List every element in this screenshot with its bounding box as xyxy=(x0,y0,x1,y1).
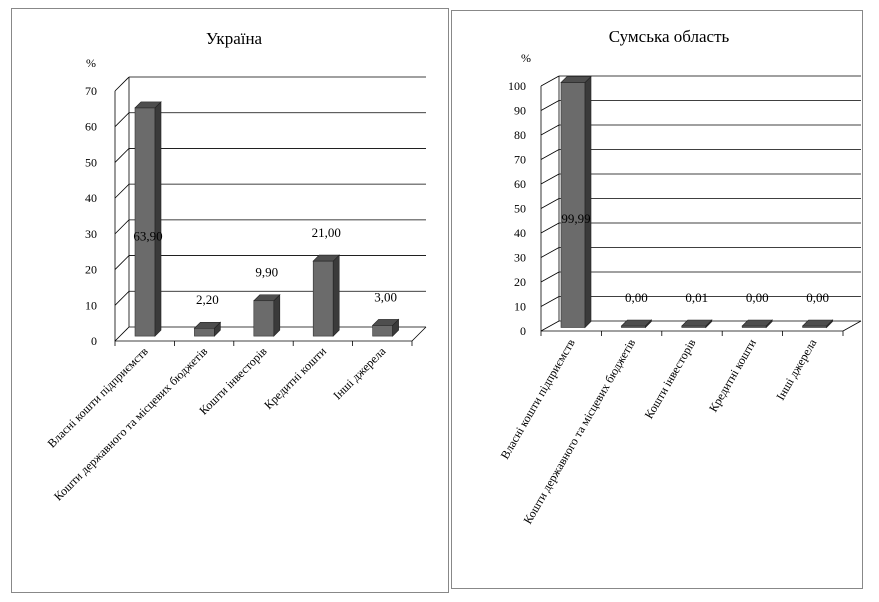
gridline-side xyxy=(540,173,560,185)
category-label: Кошти державного та місцевих бюджетів xyxy=(520,336,638,526)
data-label: 0,00 xyxy=(746,290,769,305)
gridline-side xyxy=(114,76,130,92)
y-tick-label: 70 xyxy=(514,153,526,167)
y-tick-label: 30 xyxy=(514,251,526,265)
data-label: 99,99 xyxy=(561,211,590,226)
bar-side xyxy=(332,254,340,337)
data-label: 0,00 xyxy=(806,290,829,305)
gridline-side xyxy=(540,296,560,307)
category-label: Кредитні кошти xyxy=(261,344,329,412)
bar-front xyxy=(312,260,334,337)
y-tick-label: 40 xyxy=(514,226,526,240)
y-tick-label: 20 xyxy=(85,263,97,277)
bar-top xyxy=(371,319,400,326)
category-label: Кошти інвесторів xyxy=(642,336,699,421)
y-tick-label: 10 xyxy=(85,298,97,312)
bar-front xyxy=(253,300,275,337)
category-label: Інші джерела xyxy=(773,336,820,403)
gridline-side xyxy=(114,112,130,127)
data-label: 63,90 xyxy=(133,229,162,244)
bar-side xyxy=(584,75,592,329)
gridline-side xyxy=(540,100,560,111)
bar-top xyxy=(560,76,592,83)
category-label: Інші джерела xyxy=(330,344,389,403)
y-tick-label: 60 xyxy=(85,120,97,134)
gridline-side xyxy=(540,320,560,332)
chart-ukraine: Україна % 0 10 20 30 40 50 60 70 63,90 Власні кош… xyxy=(45,29,427,503)
gridline-side xyxy=(540,198,560,209)
panel-ukraine-frame xyxy=(11,8,449,593)
gridline-side xyxy=(540,222,560,234)
bar-front xyxy=(560,82,586,328)
bar-front xyxy=(372,325,393,337)
data-label: 21,00 xyxy=(312,225,341,240)
bar-top xyxy=(741,319,773,327)
bar-front xyxy=(194,327,215,337)
gridline-side xyxy=(114,219,130,235)
bar-top xyxy=(134,101,162,109)
y-axis-unit-label: % xyxy=(521,51,531,65)
y-tick-label: 90 xyxy=(514,104,526,118)
bar-top xyxy=(312,254,340,262)
y-tick-label: 20 xyxy=(514,275,526,289)
gridline-side xyxy=(114,326,130,342)
floor-side-edge xyxy=(411,326,427,342)
y-axis-unit-label: % xyxy=(86,56,96,70)
gridline-side xyxy=(114,255,130,270)
data-label: 0,01 xyxy=(685,290,708,305)
y-tick-label: 0 xyxy=(91,334,97,348)
chart-title: Україна xyxy=(206,29,263,48)
y-tick-label: 80 xyxy=(514,128,526,142)
panel-sumy-frame xyxy=(451,10,863,589)
gridline-side xyxy=(540,75,560,87)
gridline-side xyxy=(114,291,130,306)
gridline-side xyxy=(540,271,560,283)
bar-top xyxy=(193,321,222,329)
bar-side xyxy=(154,101,162,337)
y-tick-label: 100 xyxy=(508,79,526,93)
bar-top xyxy=(801,319,834,327)
bar-top xyxy=(681,319,713,327)
y-tick-label: 50 xyxy=(85,155,97,169)
data-label: 0,00 xyxy=(625,290,648,305)
y-tick-label: 60 xyxy=(514,177,526,191)
bar-top xyxy=(253,294,281,302)
bar-side xyxy=(273,294,281,337)
chart-title: Сумська область xyxy=(609,27,730,46)
gridline-side xyxy=(114,183,130,199)
chart-sumy: Сумська область % 0 10 20 30 40 50 60 70 80 90 100… xyxy=(498,27,862,526)
category-label: Власні кошти підприємств xyxy=(45,344,151,450)
y-tick-label: 70 xyxy=(85,84,97,98)
gridline-side xyxy=(114,148,130,163)
y-tick-label: 10 xyxy=(514,300,526,314)
y-tick-label: 30 xyxy=(85,227,97,241)
gridline-side xyxy=(540,247,560,258)
bar-top xyxy=(620,319,653,327)
floor-side-edge xyxy=(842,320,862,332)
gridline-side xyxy=(540,124,560,136)
data-label: 2,20 xyxy=(196,292,219,307)
data-label: 9,90 xyxy=(255,265,278,280)
category-label: Кредитні кошти xyxy=(706,336,759,414)
y-tick-label: 50 xyxy=(514,202,526,216)
gridline-side xyxy=(540,149,560,160)
y-tick-label: 0 xyxy=(520,324,526,338)
data-label: 3,00 xyxy=(374,289,397,304)
bar-front xyxy=(134,107,156,337)
y-tick-label: 40 xyxy=(85,191,97,205)
